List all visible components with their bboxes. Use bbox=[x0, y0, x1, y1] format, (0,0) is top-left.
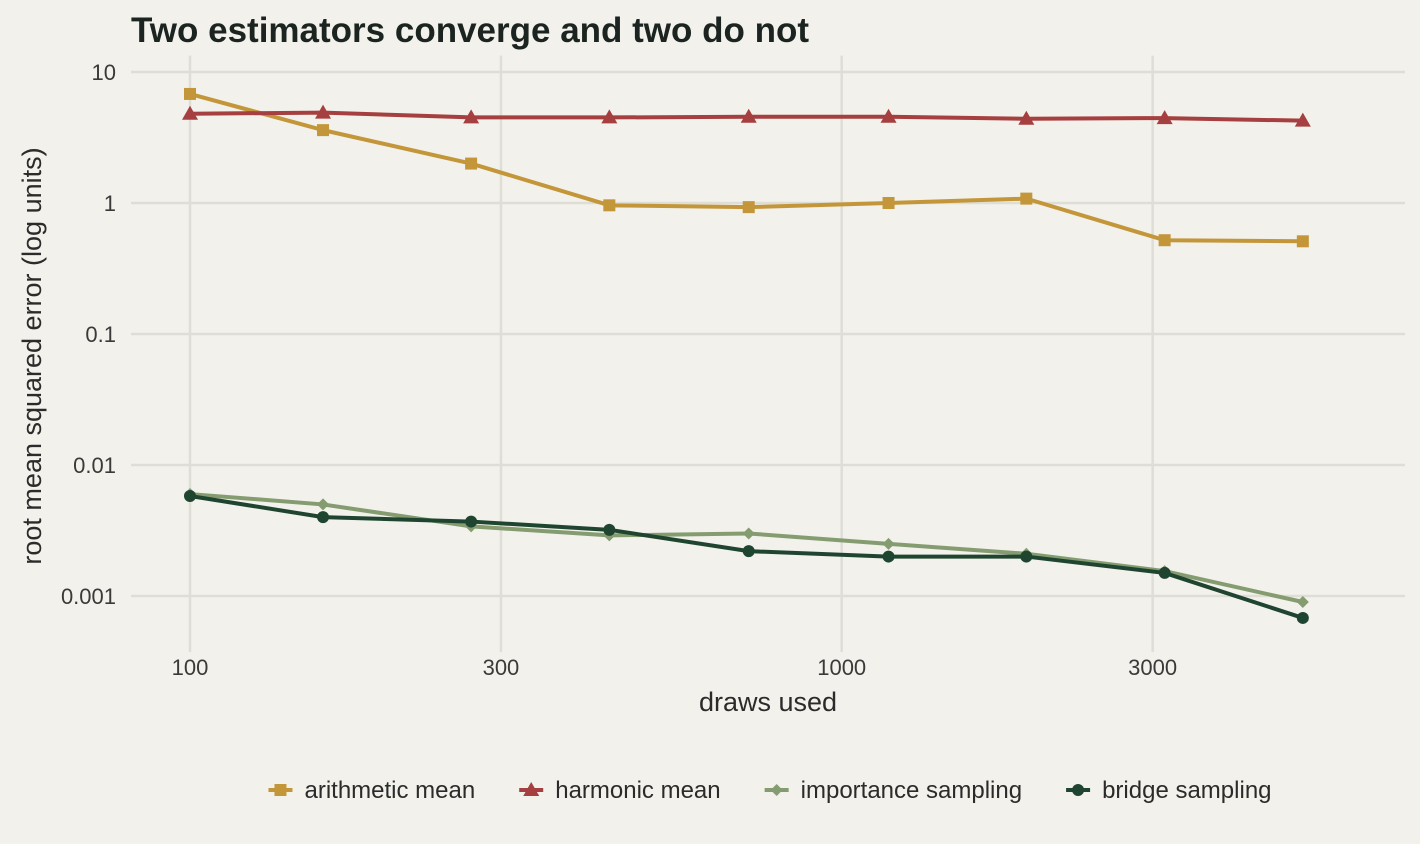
data-point-importance-sampling bbox=[1296, 595, 1309, 608]
legend-marker bbox=[770, 784, 783, 796]
data-point-importance-sampling bbox=[742, 527, 755, 540]
data-point-harmonic-mean bbox=[182, 105, 198, 120]
legend-marker bbox=[1072, 784, 1085, 796]
series-layer bbox=[182, 87, 1311, 624]
data-point-harmonic-mean bbox=[601, 109, 618, 124]
y-tick-label: 0.001 bbox=[61, 584, 116, 609]
data-point-arithmetic-mean bbox=[1020, 192, 1033, 205]
legend-label: importance sampling bbox=[801, 777, 1022, 804]
x-axis-ticks: 100 300 1000 3000 bbox=[172, 655, 1177, 680]
legend-marker bbox=[523, 782, 540, 796]
legend-item-arithmetic-mean: arithmetic mean bbox=[268, 777, 475, 804]
legend-marker bbox=[274, 784, 287, 796]
data-point-bridge-sampling bbox=[465, 515, 478, 528]
data-point-arithmetic-mean bbox=[1296, 235, 1309, 248]
y-axis-ticks: 0.001 0.01 0.1 1 10 bbox=[61, 60, 116, 609]
data-point-bridge-sampling bbox=[603, 523, 616, 536]
data-point-bridge-sampling bbox=[1158, 566, 1171, 579]
data-point-arithmetic-mean bbox=[882, 197, 895, 209]
legend: arithmetic mean harmonic mean importance s… bbox=[268, 777, 1272, 804]
y-tick-label: 0.01 bbox=[73, 453, 116, 478]
data-point-harmonic-mean bbox=[740, 108, 757, 123]
data-point-arithmetic-mean bbox=[184, 87, 196, 100]
data-point-harmonic-mean bbox=[463, 109, 480, 124]
series-bridge-sampling bbox=[184, 489, 1309, 624]
data-point-arithmetic-mean bbox=[465, 157, 478, 170]
x-axis-label: draws used bbox=[699, 687, 837, 717]
series-harmonic-mean bbox=[182, 104, 1311, 127]
data-point-arithmetic-mean bbox=[603, 199, 616, 212]
data-point-importance-sampling bbox=[317, 498, 330, 511]
data-point-harmonic-mean bbox=[315, 104, 332, 119]
data-point-bridge-sampling bbox=[742, 545, 755, 558]
x-tick-label: 100 bbox=[172, 655, 209, 680]
series-arithmetic-mean bbox=[184, 87, 1309, 248]
data-point-bridge-sampling bbox=[317, 511, 330, 524]
data-point-harmonic-mean bbox=[1294, 112, 1311, 127]
chart-title: Two estimators converge and two do not bbox=[131, 11, 809, 50]
legend-label: bridge sampling bbox=[1102, 777, 1271, 804]
series-line-bridge-sampling bbox=[189, 494, 1304, 620]
legend-label: harmonic mean bbox=[555, 777, 720, 804]
x-tick-label: 1000 bbox=[817, 655, 866, 680]
legend-item-harmonic-mean: harmonic mean bbox=[519, 777, 721, 804]
data-point-arithmetic-mean bbox=[1158, 234, 1171, 247]
data-point-importance-sampling bbox=[882, 537, 895, 550]
data-point-bridge-sampling bbox=[882, 550, 895, 563]
legend-label: arithmetic mean bbox=[304, 777, 475, 804]
y-axis-label: root mean squared error (log units) bbox=[17, 147, 47, 564]
x-tick-label: 3000 bbox=[1128, 655, 1177, 680]
data-point-bridge-sampling bbox=[1020, 550, 1033, 563]
y-tick-label: 0.1 bbox=[85, 322, 116, 347]
data-point-harmonic-mean bbox=[880, 108, 897, 123]
data-point-arithmetic-mean bbox=[317, 124, 330, 137]
data-point-harmonic-mean bbox=[1156, 110, 1173, 125]
data-point-harmonic-mean bbox=[1018, 110, 1035, 125]
grid bbox=[131, 55, 1405, 653]
data-point-bridge-sampling bbox=[184, 489, 196, 502]
data-point-bridge-sampling bbox=[1296, 611, 1309, 624]
y-tick-label: 10 bbox=[92, 60, 116, 85]
y-tick-label: 1 bbox=[104, 191, 116, 216]
series-importance-sampling bbox=[184, 488, 1309, 608]
data-point-arithmetic-mean bbox=[742, 201, 755, 214]
x-tick-label: 300 bbox=[483, 655, 520, 680]
legend-item-bridge-sampling: bridge sampling bbox=[1066, 777, 1272, 804]
legend-item-importance-sampling: importance sampling bbox=[764, 777, 1022, 804]
